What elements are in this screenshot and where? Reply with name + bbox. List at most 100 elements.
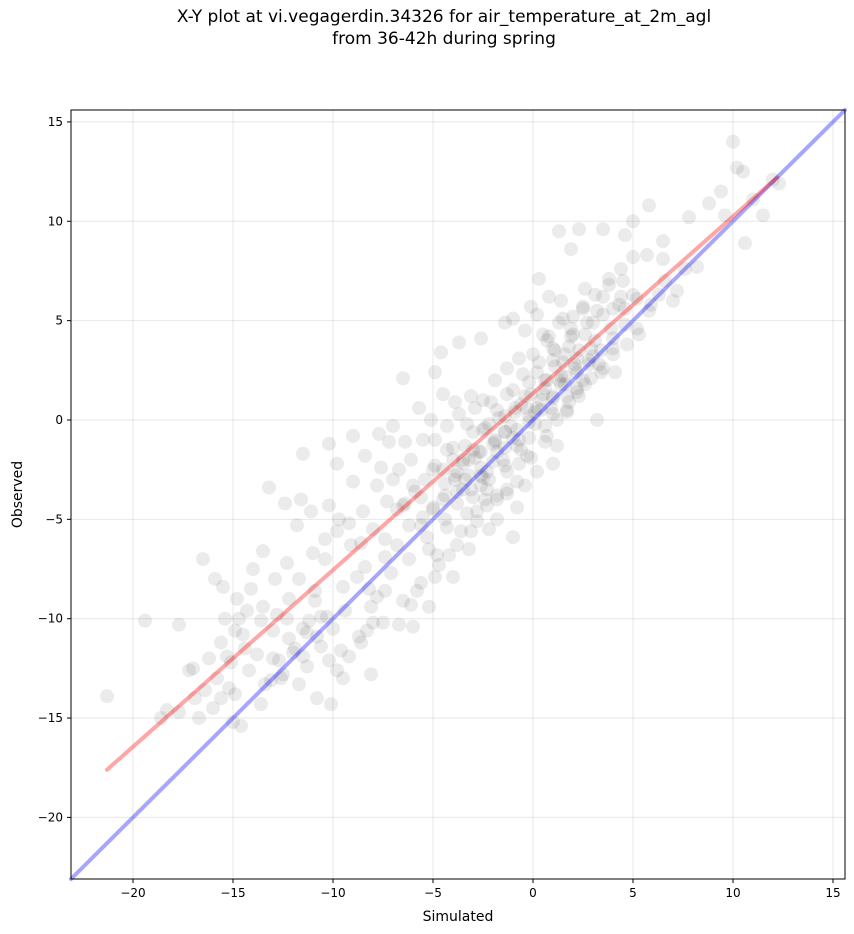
scatter-point bbox=[586, 349, 600, 364]
scatter-point bbox=[262, 480, 276, 495]
y-tick-label: −10 bbox=[38, 612, 63, 626]
scatter-point bbox=[354, 635, 368, 650]
scatter-point bbox=[272, 653, 286, 668]
scatter-point bbox=[500, 464, 514, 479]
scatter-point bbox=[218, 611, 232, 626]
scatter-point bbox=[342, 649, 356, 664]
scatter-point bbox=[330, 456, 344, 471]
x-tick-label: −5 bbox=[424, 886, 442, 900]
scatter-point bbox=[572, 222, 586, 237]
scatter-point bbox=[182, 663, 196, 678]
scatter-point bbox=[522, 430, 536, 445]
scatter-point bbox=[630, 291, 644, 306]
scatter-point bbox=[506, 430, 520, 445]
scatter-point bbox=[584, 341, 598, 356]
scatter-point bbox=[326, 621, 340, 636]
scatter-point bbox=[498, 458, 512, 473]
scatter-point bbox=[656, 234, 670, 249]
scatter-point bbox=[570, 351, 584, 366]
scatter-point bbox=[656, 252, 670, 267]
scatter-point bbox=[564, 329, 578, 344]
scatter-point bbox=[256, 599, 270, 614]
scatter-point bbox=[406, 619, 420, 634]
scatter-point bbox=[586, 315, 600, 330]
scatter-point bbox=[490, 444, 504, 459]
scatter-point bbox=[236, 627, 250, 642]
scatter-point bbox=[336, 671, 350, 686]
scatter-point bbox=[568, 357, 582, 372]
scatter-point bbox=[286, 645, 300, 660]
scatter-point bbox=[500, 486, 514, 501]
x-tick-label: −10 bbox=[320, 886, 345, 900]
scatter-point bbox=[446, 440, 460, 455]
scatter-point bbox=[596, 222, 610, 237]
scatter-point bbox=[596, 307, 610, 322]
scatter-point bbox=[366, 615, 380, 630]
scatter-point bbox=[238, 641, 252, 656]
scatter-point bbox=[756, 208, 770, 223]
scatter-point bbox=[404, 452, 418, 467]
scatter-point bbox=[344, 538, 358, 553]
scatter-point bbox=[564, 242, 578, 257]
scatter-point bbox=[378, 532, 392, 547]
scatter-point bbox=[402, 552, 416, 567]
scatter-point bbox=[658, 273, 672, 288]
scatter-point bbox=[462, 542, 476, 557]
scatter-point bbox=[510, 422, 524, 437]
scatter-point bbox=[448, 472, 462, 487]
scatter-point bbox=[576, 373, 590, 388]
scatter-point bbox=[632, 327, 646, 342]
chart-title-line1: X-Y plot at vi.vegagerdin.34326 for air_… bbox=[176, 7, 712, 27]
scatter-point bbox=[366, 522, 380, 537]
scatter-point bbox=[440, 418, 454, 433]
data-points bbox=[100, 134, 786, 733]
scatter-point bbox=[332, 512, 346, 527]
scatter-point bbox=[746, 192, 760, 207]
scatter-point bbox=[412, 401, 426, 416]
scatter-point bbox=[160, 703, 174, 718]
scatter-point bbox=[482, 472, 496, 487]
scatter-point bbox=[572, 389, 586, 404]
scatter-point bbox=[346, 474, 360, 489]
scatter-point bbox=[626, 287, 640, 302]
scatter-point bbox=[426, 462, 440, 477]
scatter-point bbox=[490, 492, 504, 507]
x-tick-label: 0 bbox=[529, 886, 537, 900]
scatter-point bbox=[550, 438, 564, 453]
scatter-point bbox=[514, 397, 528, 412]
scatter-point bbox=[470, 514, 484, 529]
scatter-point bbox=[584, 371, 598, 386]
y-tick-label: 5 bbox=[55, 314, 63, 328]
scatter-point bbox=[256, 544, 270, 559]
scatter-point bbox=[492, 410, 506, 425]
scatter-point bbox=[454, 524, 468, 539]
scatter-point bbox=[666, 293, 680, 308]
scatter-point bbox=[536, 327, 550, 342]
scatter-point bbox=[404, 597, 418, 612]
scatter-point bbox=[198, 683, 212, 698]
scatter-point bbox=[276, 667, 290, 682]
scatter-point bbox=[576, 299, 590, 314]
x-tick-label: 10 bbox=[725, 886, 740, 900]
scatter-point bbox=[300, 625, 314, 640]
scatter-point bbox=[560, 403, 574, 418]
scatter-point bbox=[318, 532, 332, 547]
scatter-point bbox=[370, 589, 384, 604]
scatter-point bbox=[436, 492, 450, 507]
scatter-point bbox=[418, 472, 432, 487]
scatter-point bbox=[172, 705, 186, 720]
scatter-point bbox=[500, 482, 514, 497]
scatter-point bbox=[154, 711, 168, 726]
scatter-point bbox=[452, 407, 466, 422]
scatter-point bbox=[670, 283, 684, 298]
scatter-point bbox=[378, 550, 392, 565]
scatter-point bbox=[532, 355, 546, 370]
scatter-point bbox=[538, 418, 552, 433]
scatter-point bbox=[588, 333, 602, 348]
scatter-point bbox=[682, 210, 696, 225]
scatter-point bbox=[192, 711, 206, 726]
scatter-point bbox=[342, 516, 356, 531]
scatter-point bbox=[186, 661, 200, 676]
scatter-point bbox=[554, 377, 568, 392]
scatter-point bbox=[594, 365, 608, 380]
